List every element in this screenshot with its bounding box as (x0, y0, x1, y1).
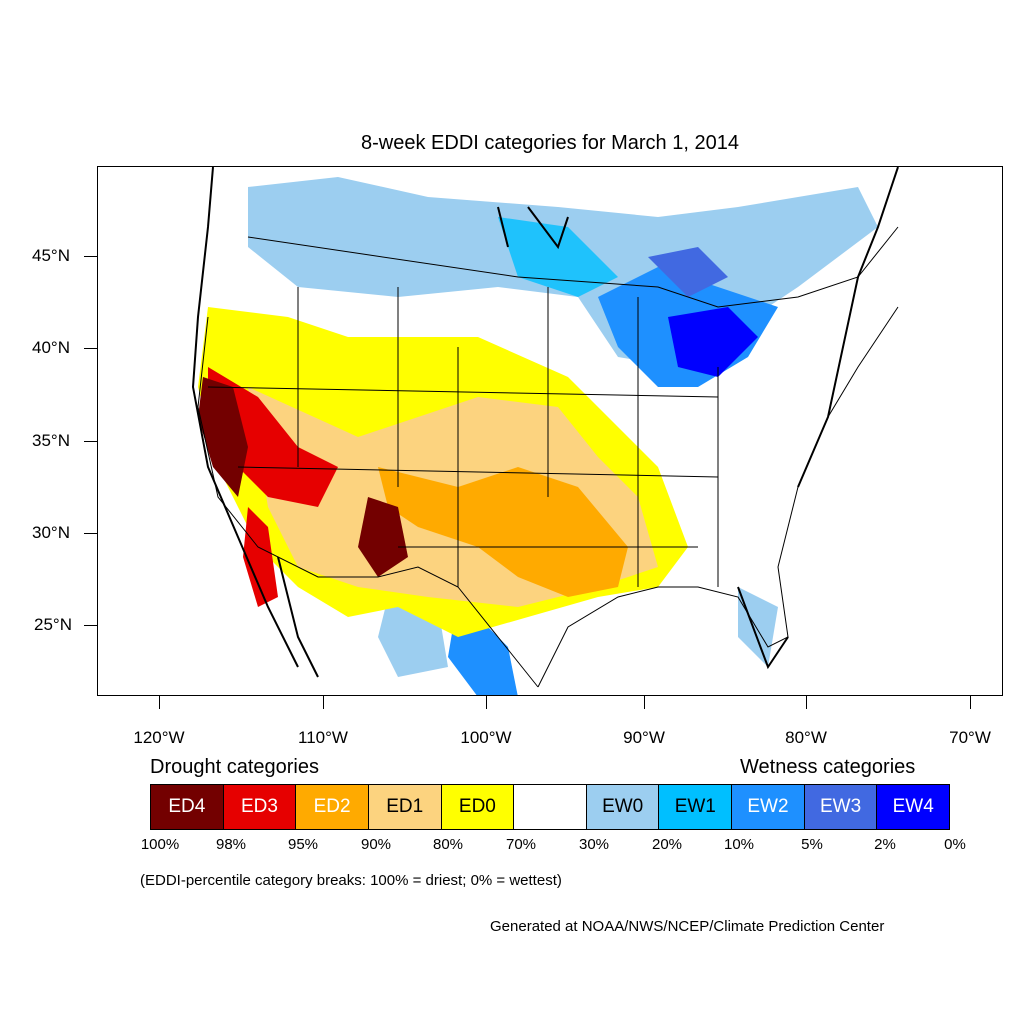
break-label: 10% (723, 836, 755, 853)
lon-label-90w: 90°W (623, 728, 665, 747)
lon-label-100w: 100°W (460, 728, 512, 747)
map-panel (97, 166, 1003, 696)
lon-label-80w: 80°W (785, 728, 827, 747)
break-label: 0% (944, 836, 966, 853)
legend-cell-ew2: EW2 (732, 785, 805, 829)
lon-label-120w: 120°W (133, 728, 185, 747)
legend-cell-ed4: ED4 (151, 785, 224, 829)
category-legend: ED4 ED3 ED2 ED1 ED0 EW0 EW1 EW2 EW3 EW4 (150, 784, 950, 830)
lat-tick (84, 256, 97, 257)
break-label: 5% (801, 836, 823, 853)
legend-cell-ew3: EW3 (804, 785, 878, 829)
lon-tick (806, 696, 807, 709)
lat-label-30n: 30°N (32, 523, 70, 542)
lon-tick (323, 696, 324, 709)
legend-cell-ed2: ED2 (296, 785, 369, 829)
legend-cell-ed0: ED0 (441, 785, 515, 829)
eddi-map (191, 167, 899, 695)
legend-cell-ed3: ED3 (223, 785, 297, 829)
lat-tick (84, 533, 97, 534)
legend-note: (EDDI-percentile category breaks: 100% =… (140, 872, 562, 889)
lon-label-110w: 110°W (298, 728, 348, 747)
lon-tick (159, 696, 160, 709)
break-label: 2% (874, 836, 896, 853)
legend-cell-normal (514, 785, 587, 829)
break-label: 100% (140, 836, 180, 853)
break-label: 95% (287, 836, 319, 853)
lon-tick (644, 696, 645, 709)
break-label: 90% (360, 836, 392, 853)
lat-tick (84, 625, 97, 626)
break-label: 20% (651, 836, 683, 853)
lat-label-40n: 40°N (32, 338, 70, 357)
lat-label-35n: 35°N (32, 431, 70, 450)
lon-label-70w: 70°W (949, 728, 991, 747)
legend-cell-ew1: EW1 (659, 785, 733, 829)
map-title: 8-week EDDI categories for March 1, 2014 (361, 132, 739, 154)
drought-field (198, 307, 688, 637)
lat-tick (84, 441, 97, 442)
legend-cell-ed1: ED1 (368, 785, 442, 829)
drought-categories-heading: Drought categories (150, 756, 319, 778)
break-label: 70% (505, 836, 537, 853)
legend-cell-ew4: EW4 (877, 785, 950, 829)
break-label: 98% (215, 836, 247, 853)
lat-tick (84, 348, 97, 349)
coastline (191, 167, 899, 678)
lat-label-45n: 45°N (32, 246, 70, 265)
lat-label-25n: 25°N (34, 615, 72, 634)
legend-cell-ew0: EW0 (586, 785, 660, 829)
credit-line: Generated at NOAA/NWS/NCEP/Climate Predi… (490, 918, 885, 935)
lon-tick (486, 696, 487, 709)
wetness-categories-heading: Wetness categories (740, 756, 916, 778)
break-label: 80% (432, 836, 464, 853)
break-label: 30% (578, 836, 610, 853)
lon-tick (970, 696, 971, 709)
